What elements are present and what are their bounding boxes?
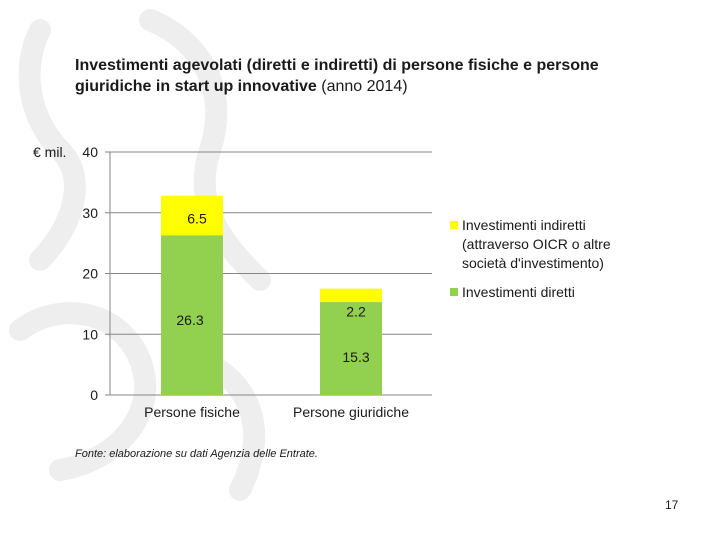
bar-indirect	[161, 195, 223, 236]
legend-label-indirect: (attraverso OICR o altre	[462, 236, 611, 252]
page-number: 17	[665, 498, 679, 512]
bar-direct	[161, 235, 223, 395]
data-label-direct: 26.3	[176, 312, 203, 328]
y-tick-label: 40	[82, 144, 98, 160]
y-axis-title: € mil.	[33, 144, 66, 160]
source-note: Fonte: elaborazione su dati Agenzia dell…	[75, 448, 318, 460]
y-tick-label: 20	[82, 266, 98, 282]
chart-title-year: (anno 2014)	[316, 78, 408, 95]
data-label-indirect: 2.2	[346, 304, 366, 320]
y-tick-label: 10	[82, 326, 98, 342]
legend-label-direct: Investimenti diretti	[462, 284, 575, 300]
legend-label-indirect: Investimenti indiretti	[462, 217, 586, 233]
legend-swatch-indirect	[450, 221, 458, 229]
x-category-label: Persone giuridiche	[293, 404, 409, 420]
bar-indirect	[320, 288, 382, 303]
bar-direct	[320, 302, 382, 395]
legend-label-indirect: società d'investimento)	[462, 255, 604, 271]
data-label-direct: 15.3	[342, 349, 369, 365]
x-category-label: Persone fisiche	[144, 404, 240, 420]
y-tick-label: 0	[90, 387, 98, 403]
chart-title: Investimenti agevolati (diretti e indire…	[75, 55, 635, 97]
y-tick-label: 30	[82, 205, 98, 221]
legend-swatch-direct	[450, 288, 458, 296]
chart-title-bold: Investimenti agevolati (diretti e indire…	[75, 57, 599, 95]
data-label-indirect: 6.5	[187, 211, 207, 227]
